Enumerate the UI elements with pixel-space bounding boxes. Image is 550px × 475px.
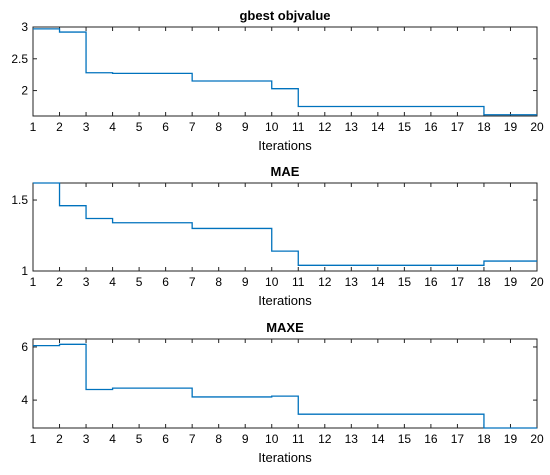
panel-1-series-line — [33, 28, 537, 116]
panel-1-xtick-label: 14 — [371, 120, 385, 134]
panel-3-xtick-label: 16 — [424, 432, 438, 446]
panel-3-xtick-label: 7 — [189, 432, 196, 446]
panel-2-xtick-label: 12 — [318, 275, 332, 289]
panel-1-ytick-label: 3 — [21, 20, 28, 34]
panel-3-xtick-label: 5 — [136, 432, 143, 446]
panel-2-ytick-label: 1 — [21, 264, 28, 278]
panel-3-xtick-label: 12 — [318, 432, 332, 446]
panel-2-xtick-label: 4 — [109, 275, 116, 289]
panel-3-xtick-label: 19 — [504, 432, 518, 446]
panel-1-xtick-label: 18 — [477, 120, 491, 134]
panel-3-xtick-label: 6 — [162, 432, 169, 446]
panel-1-xtick-label: 16 — [424, 120, 438, 134]
panel-2-xtick-label: 8 — [215, 275, 222, 289]
panel-2-xtick-label: 13 — [345, 275, 359, 289]
panel-1-xtick-label: 15 — [398, 120, 412, 134]
panel-3-xlabel: Iterations — [258, 450, 312, 465]
panel-3-axes-frame — [32, 338, 538, 429]
panel-1-ytick-label: 2 — [21, 84, 28, 98]
panel-2-xtick-label: 19 — [504, 275, 518, 289]
panel-2-xtick-label: 14 — [371, 275, 385, 289]
panel-3-xtick-label: 10 — [265, 432, 279, 446]
panel-1-xtick-label: 13 — [345, 120, 359, 134]
panel-3-xtick-label: 14 — [371, 432, 385, 446]
panel-1-xtick-label: 7 — [189, 120, 196, 134]
panel-3-xtick-label: 3 — [83, 432, 90, 446]
panel-2-xtick-label: 18 — [477, 275, 491, 289]
panel-1-xtick-label: 11 — [292, 120, 305, 134]
panel-2-xtick-label: 17 — [451, 275, 465, 289]
panel-3-xtick-label: 11 — [292, 432, 305, 446]
panel-3-xtick-label: 8 — [215, 432, 222, 446]
panel-3-series-line — [33, 343, 537, 429]
panel-1-xtick-label: 17 — [451, 120, 465, 134]
panel-1-xtick-label: 20 — [530, 120, 544, 134]
panel-1-xlabel: Iterations — [258, 138, 312, 153]
panel-3-xtick-label: 18 — [477, 432, 491, 446]
panel-1-xtick-label: 8 — [215, 120, 222, 134]
panel-2-xtick-label: 20 — [530, 275, 544, 289]
panel-2-xtick-label: 11 — [292, 275, 305, 289]
panel-1-ytick-label: 2.5 — [11, 52, 28, 66]
panel-2-title: MAE — [271, 164, 300, 179]
panel-2-xtick-label: 7 — [189, 275, 196, 289]
panel-1-xtick-label: 2 — [56, 120, 63, 134]
panel-2-xtick-label: 1 — [30, 275, 37, 289]
panel-3-xtick-label: 2 — [56, 432, 63, 446]
panel-3-xtick-label: 15 — [398, 432, 412, 446]
panel-2-series-line — [33, 182, 537, 266]
panel-2-xtick-label: 3 — [83, 275, 90, 289]
panel-2-xtick-label: 2 — [56, 275, 63, 289]
panel-1-xtick-label: 12 — [318, 120, 332, 134]
panel-3-xtick-label: 20 — [530, 432, 544, 446]
panel-3-ytick-label: 4 — [21, 393, 28, 407]
panel-1-xtick-label: 1 — [30, 120, 37, 134]
panel-3-title: MAXE — [266, 320, 304, 335]
panel-2-xtick-label: 6 — [162, 275, 169, 289]
panel-1-xtick-label: 6 — [162, 120, 169, 134]
panel-2-xtick-label: 16 — [424, 275, 438, 289]
panel-3-xtick-label: 13 — [345, 432, 359, 446]
panel-2-ytick-label: 1.5 — [11, 193, 28, 207]
panel-1-xtick-label: 3 — [83, 120, 90, 134]
panel-3-xtick-label: 1 — [30, 432, 37, 446]
panel-1-xtick-label: 9 — [242, 120, 249, 134]
panel-3-xtick-label: 4 — [109, 432, 116, 446]
panel-2-xlabel: Iterations — [258, 293, 312, 308]
panel-1-xtick-label: 10 — [265, 120, 279, 134]
panel-2-xtick-label: 5 — [136, 275, 143, 289]
panel-1-xtick-label: 19 — [504, 120, 518, 134]
panel-1-xtick-label: 5 — [136, 120, 143, 134]
panel-2-xtick-label: 9 — [242, 275, 249, 289]
panel-2-axes-frame — [32, 182, 538, 272]
panel-3-xtick-label: 17 — [451, 432, 465, 446]
panel-3-ytick-label: 6 — [21, 340, 28, 354]
panel-1-title: gbest objvalue — [239, 8, 330, 23]
panel-2-xtick-label: 10 — [265, 275, 279, 289]
panel-1-xtick-label: 4 — [109, 120, 116, 134]
panel-2-xtick-label: 15 — [398, 275, 412, 289]
panel-1-axes-frame — [32, 26, 538, 117]
panel-3-xtick-label: 9 — [242, 432, 249, 446]
